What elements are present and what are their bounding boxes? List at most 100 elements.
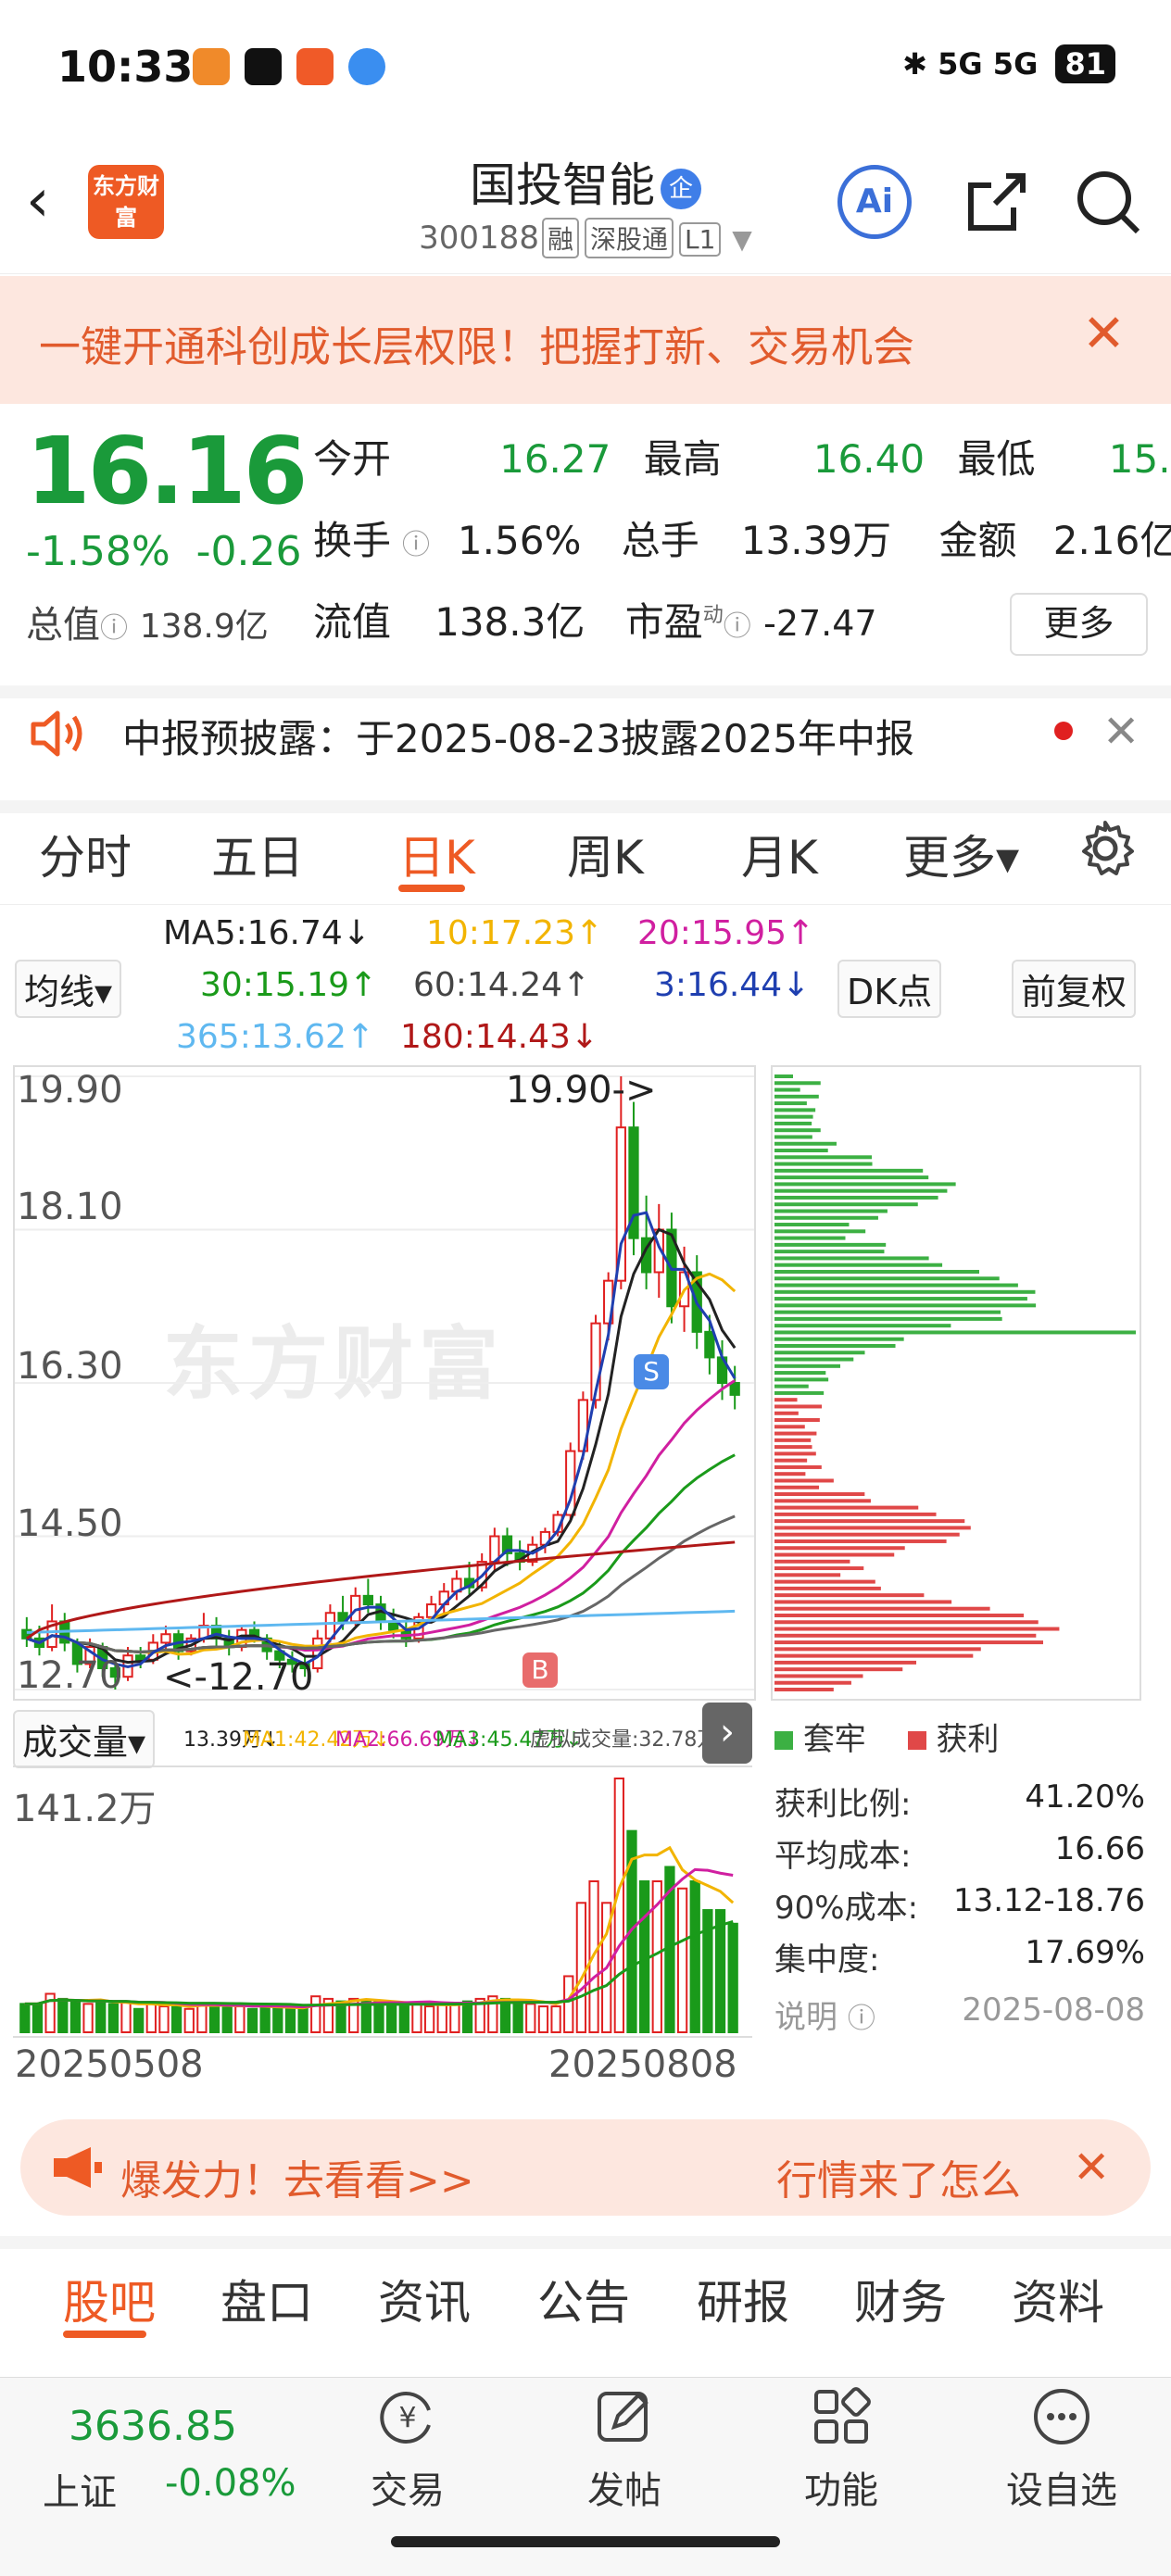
volume-bar xyxy=(487,1995,498,2034)
chip-note-row[interactable]: 说明 ⓘ 2025-08-08 xyxy=(774,1992,1145,2037)
back-icon[interactable]: ‹ xyxy=(26,167,50,235)
tab-five-day[interactable]: 五日 xyxy=(211,831,304,885)
chip-bar xyxy=(774,1431,817,1436)
volume-bar xyxy=(613,1778,624,2033)
chip-plot xyxy=(774,1074,1136,1691)
chevron-right-icon[interactable]: › xyxy=(702,1703,752,1764)
buy-marker[interactable]: B xyxy=(523,1652,558,1688)
chip-bar xyxy=(774,1519,965,1524)
tab-weekly-k[interactable]: 周K xyxy=(567,831,644,885)
tab-research[interactable]: 研报 xyxy=(697,2276,789,2330)
tab-monthly-k[interactable]: 月K xyxy=(741,831,818,885)
volume-bar xyxy=(234,2005,246,2034)
indicator-select[interactable]: 均线▾ xyxy=(15,960,122,1018)
tab-more[interactable]: 更多▾ xyxy=(903,831,1020,885)
dk-point-button[interactable]: DK点 xyxy=(837,960,942,1018)
stock-code-row[interactable]: 300188 融深股通 L1 ▼ xyxy=(0,218,1171,258)
sell-marker[interactable]: S xyxy=(634,1354,669,1389)
volume-indicator-select[interactable]: 成交量▾ xyxy=(13,1710,156,1768)
tab-news[interactable]: 资讯 xyxy=(378,2276,471,2330)
ma365-legend: 365:13.62↑ xyxy=(176,1018,375,1056)
chip-bar xyxy=(774,1324,951,1328)
current-price: 16.16 xyxy=(26,417,308,525)
kline-chart[interactable]: 东方财富 19.90 18.10 16.30 14.50 12.70 19.90… xyxy=(13,1065,756,1701)
candle-body xyxy=(135,1654,146,1661)
chip-distribution-chart[interactable] xyxy=(771,1065,1141,1701)
volume-bar xyxy=(348,1997,359,2033)
tab-forum[interactable]: 股吧 xyxy=(63,2276,156,2330)
chip-bar xyxy=(774,1464,822,1469)
chip-bar xyxy=(774,1660,917,1665)
chip-legend: 套牢 获利 xyxy=(774,1714,999,1759)
trade-button[interactable]: ¥ 交易 xyxy=(343,2384,472,2514)
more-quote-button[interactable]: 更多 xyxy=(1010,593,1148,656)
turnover-label: 换手 xyxy=(313,518,392,563)
chip-bar xyxy=(774,1573,841,1577)
chip-bar xyxy=(774,1121,812,1125)
chip-bar xyxy=(774,1182,956,1187)
ad-text[interactable]: 爆发力！去看看>> xyxy=(120,2157,474,2205)
volume-chart[interactable]: 141.2万 xyxy=(13,1766,752,2038)
post-button[interactable]: 发帖 xyxy=(560,2384,689,2514)
tab-intraday[interactable]: 分时 xyxy=(39,831,132,885)
stock-title[interactable]: 国投智能企 xyxy=(0,148,1171,215)
info-icon[interactable]: ⓘ xyxy=(402,529,430,561)
tab-announcements[interactable]: 公告 xyxy=(537,2276,630,2330)
functions-button[interactable]: 功能 xyxy=(776,2384,906,2514)
index-name[interactable]: 上证 xyxy=(43,2471,117,2514)
ma-line-ma60 xyxy=(26,1514,736,1654)
notification-app-icon xyxy=(296,48,334,85)
close-icon[interactable]: ✕ xyxy=(1082,304,1126,364)
tab-profile[interactable]: 资料 xyxy=(1012,2276,1104,2330)
chip-bar xyxy=(774,1168,924,1173)
close-icon[interactable]: ✕ xyxy=(1073,2142,1111,2193)
y-tick-label: 14.50 xyxy=(17,1502,123,1545)
notice-text[interactable]: 中报预披露：于2025-08-23披露2025年中报 xyxy=(122,716,914,761)
change-percent: -1.58% xyxy=(26,528,170,575)
chip-bar xyxy=(774,1384,809,1389)
volume-bar xyxy=(676,1887,688,2033)
close-icon[interactable]: ✕ xyxy=(1102,706,1140,758)
volume-legend: 13.39万↓ xyxy=(183,1728,280,1752)
y-tick-label: 18.10 xyxy=(17,1186,123,1228)
ai-assistant-button[interactable]: Ai xyxy=(837,165,912,239)
chip-stat-row: 平均成本: 16.66 xyxy=(774,1830,1145,1875)
candle-body xyxy=(729,1382,740,1396)
promo-banner[interactable] xyxy=(0,276,1171,404)
gear-icon[interactable] xyxy=(1075,818,1136,883)
chip-bar xyxy=(774,1633,1037,1638)
search-icon[interactable] xyxy=(1073,167,1143,241)
tab-daily-k[interactable]: 日K xyxy=(398,831,475,885)
chip-bar xyxy=(774,1613,1025,1617)
info-icon[interactable]: ⓘ xyxy=(723,610,751,643)
connect-tag: 深股通 xyxy=(584,218,674,258)
ma180-legend: 180:14.43↓ xyxy=(400,1018,599,1056)
index-change[interactable]: -0.08% xyxy=(165,2462,296,2505)
y-tick-label: 12.70 xyxy=(17,1654,123,1697)
notice-bar[interactable] xyxy=(0,685,1171,813)
chip-bar xyxy=(774,1458,808,1463)
ad-banner[interactable] xyxy=(20,2119,1151,2216)
chip-bar xyxy=(774,1674,863,1678)
customize-watchlist-button[interactable]: 设自选 xyxy=(997,2384,1127,2514)
volume-bar xyxy=(537,2005,549,2034)
high-label: 最高 xyxy=(643,436,722,482)
volume-bar xyxy=(386,2003,397,2034)
chip-bar xyxy=(774,1445,812,1450)
signal-icon: 5G 5G xyxy=(938,46,1039,82)
chip-bar xyxy=(774,1250,885,1254)
volume-bar xyxy=(436,2003,447,2034)
chip-bar xyxy=(774,1229,866,1234)
share-icon[interactable] xyxy=(962,167,1032,241)
chip-bar xyxy=(774,1653,974,1658)
info-icon[interactable]: ⓘ xyxy=(100,612,128,645)
tab-orderbook[interactable]: 盘口 xyxy=(220,2276,313,2330)
adjust-mode-button[interactable]: 前复权 xyxy=(1012,960,1137,1018)
index-value[interactable]: 3636.85 xyxy=(69,2403,237,2450)
ma-line-ma3 xyxy=(26,1211,737,1669)
ad-text-right[interactable]: 行情来了怎么 xyxy=(776,2157,1021,2205)
promo-text[interactable]: 一键开通科创成长层权限！把握打新、交易机会 xyxy=(39,322,915,371)
tab-financials[interactable]: 财务 xyxy=(854,2276,947,2330)
chip-bar xyxy=(774,1586,881,1590)
volume-ma1-legend: MA1:42.42万↓ xyxy=(243,1728,390,1752)
